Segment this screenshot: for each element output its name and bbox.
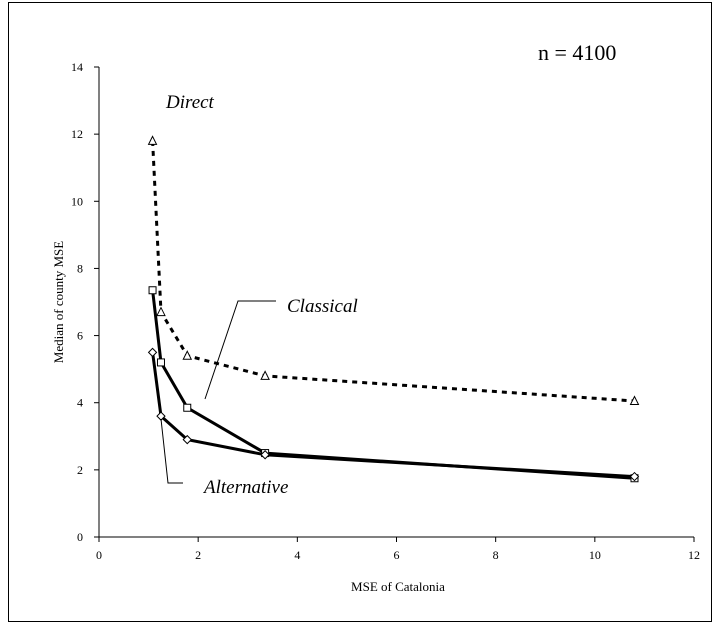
data-point-alternative (182, 434, 192, 445)
data-point-direct (182, 350, 193, 360)
data-point-classical (148, 286, 157, 295)
x-tick-label: 10 (589, 548, 601, 562)
series-label-direct: Direct (165, 92, 215, 113)
chart-frame (8, 2, 712, 622)
data-point-alternative (629, 471, 640, 482)
data-point-direct (260, 370, 270, 380)
sample-size-annotation: n = 4100 (538, 40, 616, 65)
y-tick-label: 0 (77, 530, 83, 544)
y-tick-label: 4 (77, 396, 83, 410)
x-tick-label: 8 (493, 548, 499, 562)
callout-line-classical (204, 300, 276, 400)
data-point-direct (156, 306, 166, 317)
callout-line-alternative (160, 418, 183, 484)
x-tick-label: 2 (195, 548, 201, 562)
x-tick-label: 6 (394, 548, 400, 562)
data-point-alternative (260, 450, 270, 460)
y-axis-title: Median of county MSE (51, 241, 66, 363)
series-line-alternative (151, 352, 635, 479)
x-axis-title: MSE of Catalonia (351, 579, 445, 594)
data-point-classical (183, 403, 192, 412)
y-tick-label: 12 (71, 127, 83, 141)
y-tick-label: 14 (71, 60, 83, 74)
y-tick-label: 10 (71, 194, 83, 208)
x-tick-label: 12 (688, 548, 700, 562)
series-layer (147, 135, 640, 483)
x-tick-label: 4 (294, 548, 300, 562)
data-point-classical (156, 358, 165, 367)
y-tick-label: 8 (77, 261, 83, 275)
series-line-direct (151, 140, 635, 403)
y-tick-label: 2 (77, 463, 83, 477)
series-label-alternative: Alternative (202, 477, 288, 498)
label-layer: n = 4100 MSE of Catalonia Median of coun… (51, 40, 616, 594)
data-point-alternative (147, 347, 158, 358)
series-label-classical: Classical (287, 296, 358, 317)
data-point-direct (629, 395, 640, 406)
x-tick-label: 0 (96, 548, 102, 562)
y-tick-label: 6 (77, 329, 83, 343)
data-point-direct (147, 135, 158, 145)
axes: 0 2 4 6 8 10 12 14 0 2 4 6 8 10 12 (71, 60, 700, 562)
